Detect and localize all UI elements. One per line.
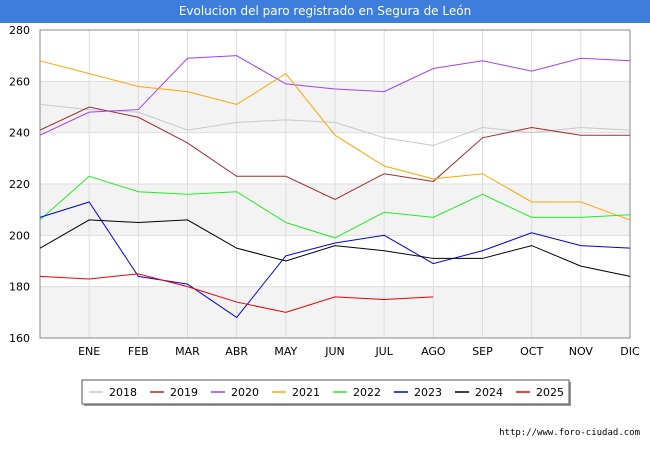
x-tick-label: FEB — [128, 345, 149, 358]
y-tick-label: 260 — [9, 75, 30, 88]
legend-label-2020: 2020 — [231, 386, 259, 399]
chart-title: Evolucion del paro registrado en Segura … — [0, 0, 650, 23]
legend-box — [81, 379, 570, 405]
source-url[interactable]: http://www.foro-ciudad.com — [499, 428, 640, 438]
x-tick-label: MAR — [175, 345, 200, 358]
y-tick-label: 180 — [9, 281, 30, 294]
y-tick-label: 200 — [9, 229, 30, 242]
series-line-2018 — [39, 103, 631, 147]
legend-label-2024: 2024 — [475, 386, 503, 399]
series-line-2020 — [39, 55, 631, 136]
series-line-2019 — [39, 106, 630, 200]
x-tick-label: ENE — [78, 345, 100, 358]
x-tick-label: ABR — [225, 345, 248, 358]
y-tick-label: 160 — [9, 332, 30, 345]
y-tick-label: 240 — [9, 127, 30, 140]
series-line-2025 — [39, 273, 434, 313]
series-line-2022 — [39, 175, 631, 239]
legend-label-2025: 2025 — [536, 386, 564, 399]
legend-label-2021: 2021 — [292, 386, 320, 399]
x-tick-label: DIC — [620, 345, 640, 358]
x-tick-label: NOV — [569, 345, 594, 358]
x-tick-label: OCT — [520, 345, 543, 358]
legend-label-2023: 2023 — [414, 386, 442, 399]
series-line-2024 — [39, 219, 631, 277]
x-tick-label: JUN — [324, 345, 345, 358]
legend-label-2022: 2022 — [353, 386, 381, 399]
x-tick-label: JUL — [374, 345, 393, 358]
series-line-2023 — [39, 201, 631, 319]
legend-label-2018: 2018 — [109, 386, 137, 399]
x-tick-label: MAY — [274, 345, 297, 358]
plot-frame — [39, 29, 631, 339]
x-tick-label: AGO — [421, 345, 446, 358]
x-tick-label: SEP — [472, 345, 493, 358]
legend-label-2019: 2019 — [170, 386, 198, 399]
series-line-2021 — [39, 60, 631, 221]
y-tick-label: 280 — [9, 24, 30, 37]
y-tick-label: 220 — [9, 178, 30, 191]
